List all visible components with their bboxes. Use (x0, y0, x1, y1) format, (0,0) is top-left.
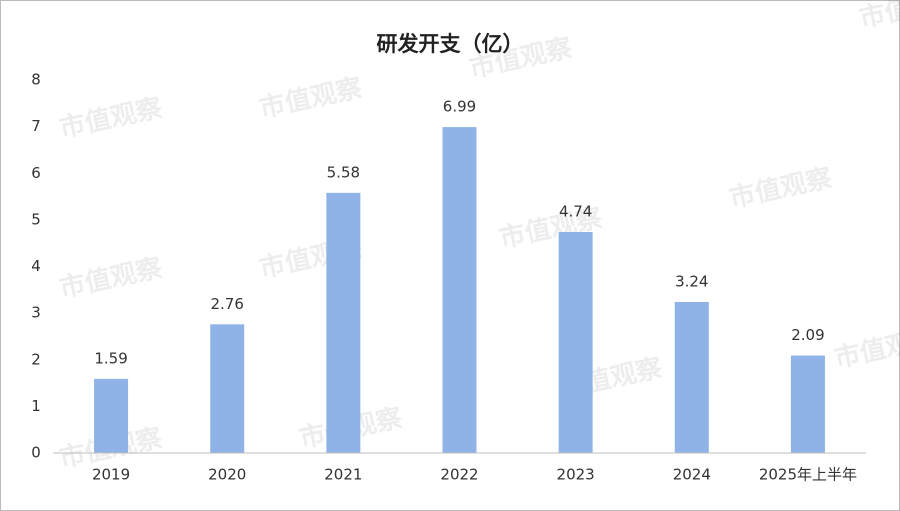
x-tick-label: 2020 (208, 466, 246, 484)
y-tick-label: 8 (31, 71, 41, 89)
bar (674, 301, 709, 453)
y-tick-label: 6 (31, 164, 41, 182)
value-label: 4.74 (559, 202, 592, 220)
x-tick-label: 2024 (673, 466, 711, 484)
bar (558, 231, 593, 453)
value-label: 3.24 (675, 272, 708, 290)
x-tick-label: 2021 (324, 466, 362, 484)
value-label: 2.09 (791, 326, 824, 344)
y-tick-label: 5 (31, 210, 41, 228)
y-tick-label: 7 (31, 117, 41, 135)
y-tick-label: 4 (31, 257, 41, 275)
chart-title: 研发开支（亿） (377, 32, 524, 56)
x-tick-label: 2025年上半年 (759, 466, 857, 484)
x-tick-label: 2023 (557, 466, 595, 484)
y-tick-label: 0 (31, 444, 41, 462)
y-tick-label: 2 (31, 350, 41, 368)
bar (442, 127, 477, 453)
bar (94, 378, 129, 453)
bar (210, 324, 245, 453)
bar (790, 355, 825, 453)
value-label: 6.99 (443, 98, 476, 116)
bar (326, 192, 361, 453)
y-tick-label: 1 (31, 397, 41, 415)
y-tick-label: 3 (31, 304, 41, 322)
value-label: 5.58 (327, 163, 360, 181)
x-tick-label: 2022 (440, 466, 478, 484)
x-tick-label: 2019 (92, 466, 130, 484)
value-label: 1.59 (94, 349, 127, 367)
value-label: 2.76 (211, 295, 244, 313)
